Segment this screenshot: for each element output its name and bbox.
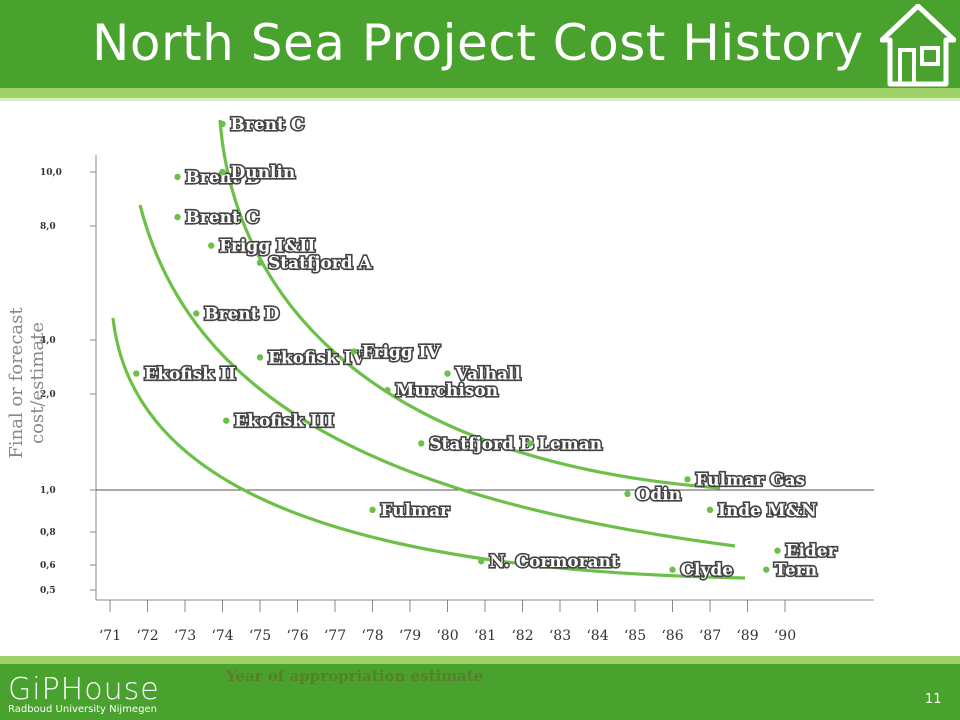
data-label: Valhall	[455, 365, 522, 385]
y-tick-label: 8,0	[40, 222, 56, 232]
data-label: Ekofisk III	[234, 412, 334, 432]
data-label: Inde M&N	[718, 501, 817, 521]
data-label: Dunlin	[231, 163, 296, 183]
x-tick-label: ‘87	[699, 628, 721, 644]
data-label: Frigg I&II	[219, 237, 315, 257]
data-point	[256, 354, 264, 361]
page-number: 11	[925, 692, 942, 707]
data-point	[256, 259, 264, 266]
data-label: Brent C	[231, 115, 305, 135]
data-label: Clyde	[681, 561, 734, 581]
data-label: Ekofisk II	[144, 365, 236, 385]
x-tick-label: ‘71	[99, 628, 121, 644]
y-tick-label: 10,0	[40, 168, 62, 178]
x-axis-label: Year of appropriation estimate	[226, 667, 484, 685]
data-point	[669, 566, 676, 573]
data-label: Brent B	[186, 168, 261, 188]
x-tick-label: ‘76	[286, 628, 308, 644]
data-label: Fulmar	[381, 501, 451, 521]
home-icon[interactable]	[879, 3, 957, 88]
data-label: Statfjord A	[268, 254, 373, 274]
header-line	[0, 98, 960, 101]
data-label: Brent C	[186, 208, 260, 228]
y-axis-label: Final or forecast cost/estimate	[6, 307, 48, 459]
x-tick-label: ‘73	[174, 628, 196, 644]
data-point	[369, 506, 376, 514]
y-tick-label: 1,0	[40, 486, 56, 496]
data-label: Leman	[538, 434, 602, 454]
data-label: Eider	[786, 542, 838, 562]
footer-band	[0, 656, 960, 664]
y-tick-label: 4,0	[40, 336, 56, 346]
header-bar	[0, 0, 960, 88]
data-point	[350, 348, 357, 355]
y-tick-label: 0,5	[40, 586, 56, 596]
data-point	[133, 370, 140, 377]
data-point	[208, 242, 215, 249]
x-tick-label: ‘72	[136, 628, 158, 644]
trend-curve-middle	[138, 204, 736, 548]
x-tick-label: ‘82	[511, 628, 533, 644]
data-point	[193, 310, 200, 317]
data-point	[684, 476, 691, 483]
x-tick-label: ‘79	[399, 628, 421, 644]
page-title: North Sea Project Cost History	[92, 14, 864, 72]
trend-curve-upper	[218, 119, 721, 490]
x-tick-label: ‘77	[324, 628, 346, 644]
x-tick-label: ‘81	[474, 628, 496, 644]
data-label: Tern	[774, 561, 817, 581]
x-tick-label: ‘75	[249, 628, 271, 644]
trend-curve-lower	[111, 317, 746, 580]
data-label: N. Cormorant	[489, 552, 619, 572]
y-tick-label: 0,6	[40, 561, 56, 571]
data-label: Frigg IV	[362, 343, 441, 363]
x-tick-label: ‘90	[774, 628, 796, 644]
data-label: Murchison	[396, 381, 499, 401]
x-tick-label: ‘86	[661, 628, 683, 644]
data-point	[774, 547, 781, 554]
y-tick-label: 0,8	[40, 528, 56, 538]
data-label: Ekofisk IV	[268, 348, 366, 368]
data-point	[444, 370, 451, 377]
x-tick-label: ‘89	[736, 628, 758, 644]
y-tick-label: 2,0	[40, 390, 56, 400]
data-point	[526, 440, 534, 447]
data-point	[384, 386, 391, 394]
data-point	[219, 120, 226, 128]
data-point	[223, 417, 230, 424]
brand-subtitle: Radboud University Nijmegen	[8, 704, 157, 715]
x-tick-label: ‘78	[361, 628, 383, 644]
data-label: Fulmar Gas	[696, 470, 806, 490]
data-point	[219, 168, 226, 176]
footer-bar	[0, 664, 960, 720]
brand-logo: GiPHouse	[8, 672, 160, 707]
data-label: Statfjord B	[429, 434, 534, 454]
data-label: Brent D	[204, 304, 279, 324]
data-point	[478, 558, 485, 565]
x-tick-label: ‘83	[549, 628, 571, 644]
data-point	[763, 566, 770, 573]
x-tick-label: ‘80	[436, 628, 458, 644]
x-tick-label: ‘85	[624, 628, 646, 644]
data-point	[624, 490, 631, 498]
header-band	[0, 88, 960, 98]
data-point	[706, 506, 714, 514]
x-tick-label: ‘84	[586, 628, 608, 644]
x-tick-label: ‘74	[211, 628, 233, 644]
data-point	[174, 173, 181, 181]
data-point	[418, 440, 425, 447]
data-label: Odin	[636, 485, 682, 505]
data-point	[174, 213, 181, 221]
